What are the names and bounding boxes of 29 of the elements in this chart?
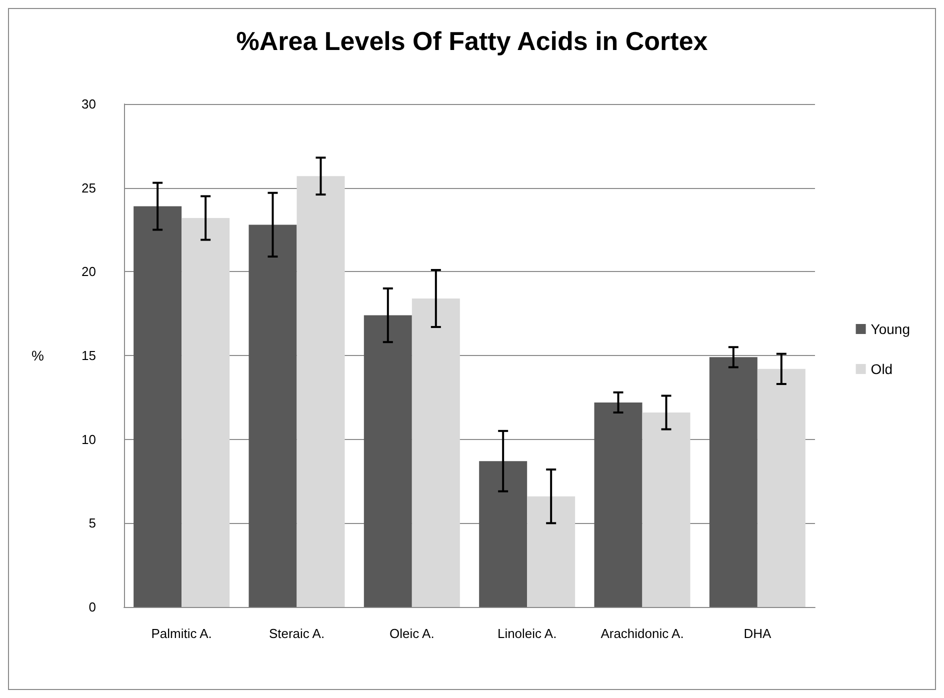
x-tick-label: Steraic A. [268, 626, 325, 641]
bar [594, 402, 642, 607]
bar [527, 496, 576, 607]
x-tick-label: DHA [744, 626, 772, 641]
bar [412, 298, 460, 607]
bar [479, 461, 528, 607]
bar [364, 315, 412, 607]
bar [134, 206, 182, 607]
chart-title: %Area Levels Of Fatty Acids in Cortex [236, 26, 708, 56]
bar [642, 412, 690, 607]
bar [248, 224, 297, 607]
bar [709, 357, 758, 607]
x-tick-label: Arachidonic A. [600, 626, 684, 641]
legend-label: Old [870, 361, 893, 377]
bar [182, 218, 230, 607]
y-tick-label: 0 [88, 600, 96, 614]
y-tick-label: 25 [82, 180, 96, 196]
bar [296, 176, 345, 607]
y-tick-label: 10 [82, 432, 96, 447]
y-axis-title: % [32, 348, 44, 364]
y-tick-label: 15 [82, 348, 96, 363]
x-tick-label: Palmitic A. [151, 626, 212, 641]
y-tick-label: 30 [82, 96, 96, 112]
x-tick-label: Linoleic A. [497, 626, 557, 641]
y-tick-label: 20 [82, 264, 96, 280]
legend-label: Young [870, 321, 910, 337]
y-tick-label: 5 [88, 516, 96, 531]
bar [757, 368, 806, 607]
x-tick-label: Oleic A. [390, 626, 434, 641]
